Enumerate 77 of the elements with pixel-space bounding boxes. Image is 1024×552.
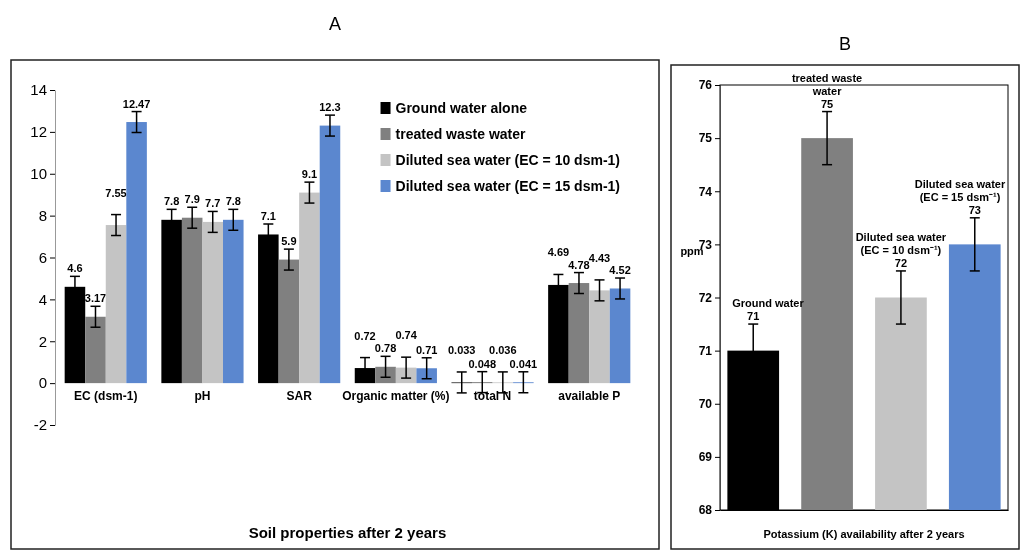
bar [278, 259, 300, 384]
data-label: 4.43 [588, 251, 611, 264]
chart-title: B [838, 34, 852, 54]
data-label: 0.033 [447, 343, 476, 356]
data-label: 7.8 [225, 195, 241, 208]
y-tick-label: 6 [38, 248, 47, 266]
data-label: 75 [820, 97, 834, 110]
data-label: 72 [894, 256, 908, 269]
data-label: 0.041 [509, 357, 538, 370]
annotation: treated waste water [791, 71, 863, 97]
bar [126, 122, 147, 384]
bar [299, 192, 320, 384]
x-tick-label: SAR [286, 389, 313, 404]
y-tick-label: 68 [698, 503, 713, 518]
annotation: Diluted sea water (EC = 15 dsm⁻¹) [914, 177, 1006, 203]
x-tick-label: available P [558, 389, 621, 404]
legend-label: treated waste water [395, 126, 527, 142]
data-label: 4.52 [609, 264, 631, 277]
data-label: 0.74 [395, 329, 418, 342]
y-tick-label: 10 [30, 165, 47, 183]
bar [319, 125, 341, 384]
data-label: 0.71 [415, 343, 438, 356]
bar [85, 316, 106, 384]
bar [589, 290, 610, 384]
y-tick-label: 12 [30, 123, 47, 141]
legend-label: Diluted sea water (EC = 10 dsm-1) [395, 152, 620, 168]
y-tick-label: 71 [698, 343, 713, 358]
data-label: 7.7 [205, 197, 221, 210]
bar [202, 221, 224, 384]
bar [105, 225, 127, 384]
bar [375, 366, 396, 384]
y-tick-label: 69 [698, 450, 713, 465]
data-label: 4.6 [67, 262, 83, 275]
annotation: Ground water [732, 297, 805, 310]
data-label: 0.036 [489, 343, 517, 356]
y-tick-label: -2 [33, 416, 47, 434]
data-label: 0.72 [354, 329, 376, 342]
y-tick-label: 72 [698, 290, 713, 305]
y-tick-label: 76 [698, 78, 713, 93]
bar [181, 217, 203, 384]
x-tick-label: pH [194, 389, 211, 404]
bar [223, 219, 244, 384]
annotation: Diluted sea water (EC = 10 dsm⁻¹) [855, 230, 947, 256]
data-label: 5.9 [281, 235, 297, 248]
bar [609, 288, 631, 384]
y-tick-label: 8 [38, 206, 47, 224]
x-tick-label: Organic matter (%) [342, 389, 450, 404]
bar [416, 368, 437, 384]
y-tick-label: 70 [698, 397, 713, 412]
data-label: 7.8 [163, 195, 180, 208]
x-tick-label: EC (dsm-1) [74, 389, 138, 404]
legend-label: Ground water alone [395, 100, 528, 116]
data-label: 3.17 [84, 292, 107, 305]
y-tick-label: 2 [38, 332, 47, 350]
data-label: 0.78 [374, 342, 397, 355]
y-tick-label: 75 [698, 131, 713, 146]
data-label: 7.55 [105, 186, 127, 199]
data-label: 0.048 [468, 357, 497, 370]
chart-title: A [328, 14, 342, 34]
data-label: 12.3 [319, 101, 341, 114]
x-tick-label: total N [473, 389, 512, 404]
y-tick-label: 74 [698, 184, 713, 199]
x-axis-title: Soil properties after 2 years [248, 524, 447, 541]
data-label: 71 [747, 310, 760, 323]
legend-label: Diluted sea water (EC = 15 dsm-1) [395, 178, 620, 194]
bar [568, 283, 590, 384]
data-label: 73 [968, 203, 981, 216]
data-label: 4.78 [568, 258, 590, 271]
data-label: 12.47 [122, 97, 151, 110]
y-tick-label: 14 [30, 81, 47, 99]
y-tick-label: 4 [38, 290, 47, 308]
y-tick-label: 0 [38, 374, 47, 392]
data-label: 9.1 [301, 168, 318, 181]
data-label: 7.9 [184, 193, 200, 206]
data-label: 4.69 [547, 246, 570, 259]
x-axis-title: Potassium (K) availability after 2 years [763, 528, 965, 540]
data-label: 7.1 [260, 210, 276, 222]
